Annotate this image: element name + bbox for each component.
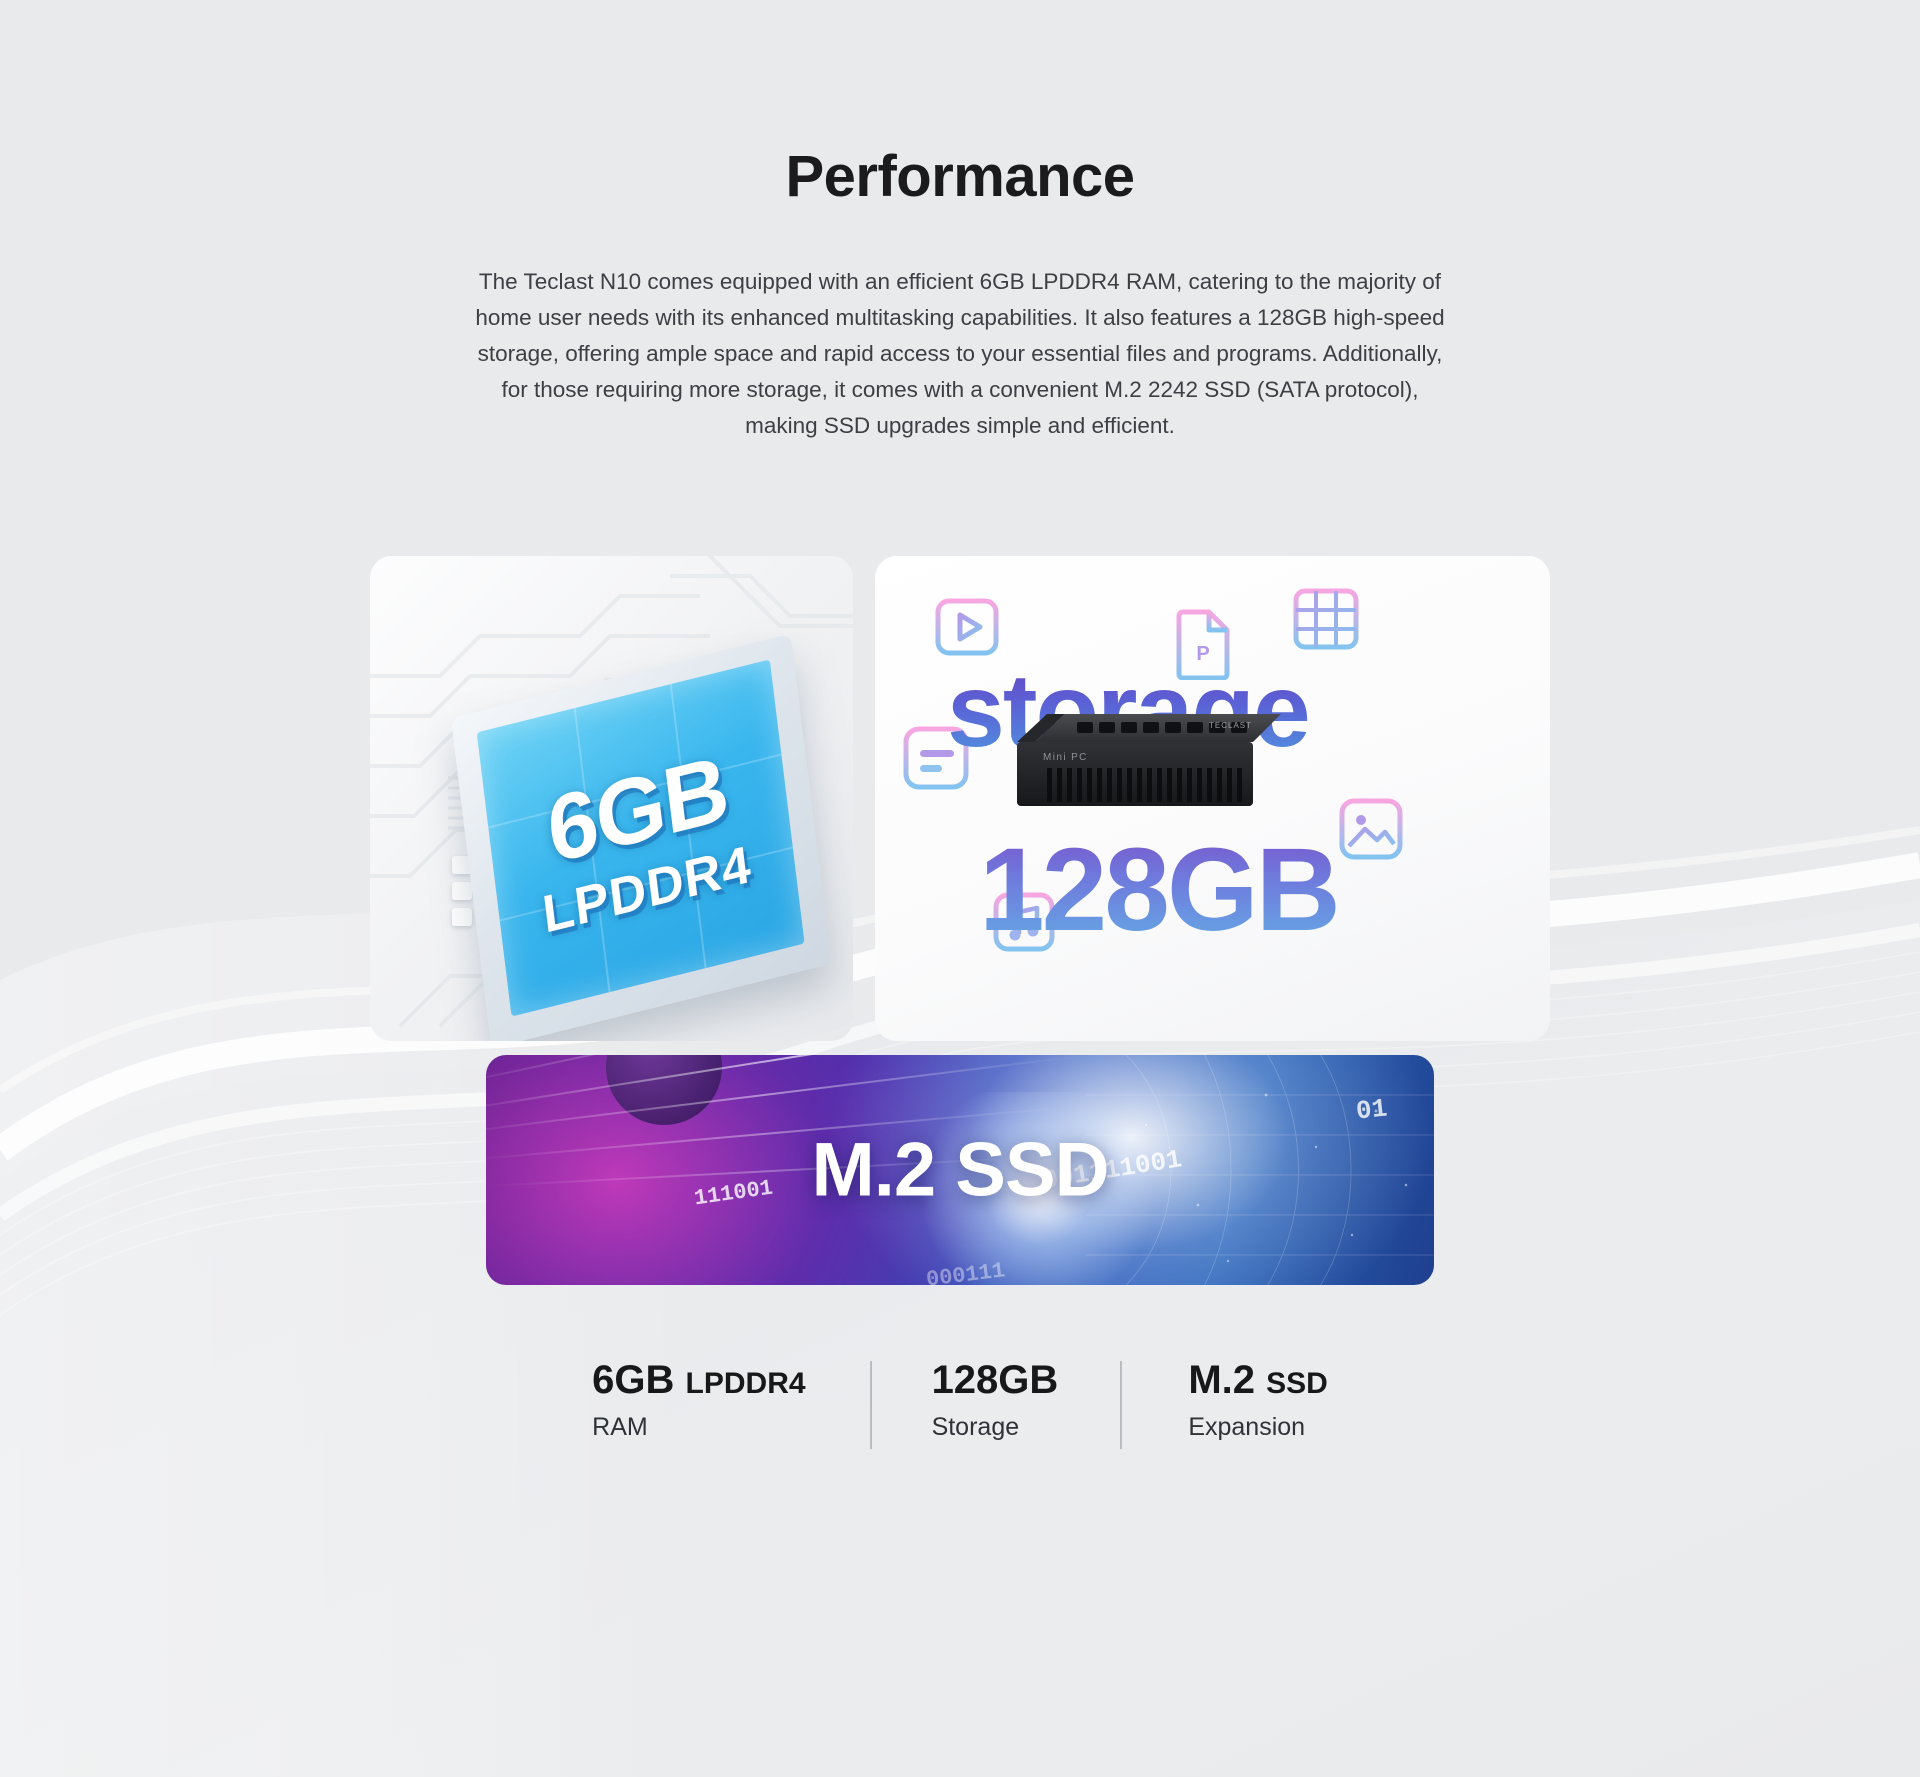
spec-value-unit: SSD [1266,1367,1328,1400]
spec-item-storage: 128GB Storage [872,1357,1121,1442]
brand-label: TECLAST [1209,721,1252,730]
spec-value-number: 128GB [931,1358,1059,1402]
ssd-banner-title: M.2 SSD [811,1127,1109,1213]
solder-pad [452,882,472,900]
mini-pc-device: Mini PC TECLAST [1017,714,1281,806]
section-description: The Teclast N10 comes equipped with an e… [475,269,1445,438]
spec-value-number: 6GB [592,1358,675,1402]
text-lines-icon [903,726,969,790]
video-player-icon [935,598,999,656]
spec-label: Expansion [1188,1413,1306,1441]
solder-pad [452,908,472,926]
spec-label: Storage [931,1413,1020,1441]
ram-feature-card: 6GB LPDDR4 [370,556,853,1041]
feature-cards: 6GB LPDDR4 [370,556,1550,1285]
ssd-banner: 111001 001111001 01 000111 M.2 SSD [486,1055,1434,1285]
spec-value-number: M.2 [1188,1358,1255,1402]
page-title: Performance [785,144,1135,209]
image-photo-icon [1339,798,1403,860]
mini-pc-label: Mini PC [1043,752,1088,763]
spec-value-unit: LPDDR4 [685,1367,806,1400]
spec-value: 6GB LPDDR4 [592,1357,805,1403]
spec-label: RAM [592,1413,648,1441]
spec-item-ram: 6GB LPDDR4 RAM [592,1357,869,1442]
section-header: Performance The Teclast N10 comes equipp… [0,0,1920,444]
storage-feature-card: P [875,556,1550,1041]
storage-capacity-text: 128GB [979,824,1341,956]
spec-value: 128GB [932,1357,1059,1403]
svg-text:P: P [1196,643,1209,665]
spec-summary-row: 6GB LPDDR4 RAM 128GB Storage M.2 SSD Exp… [0,1357,1920,1449]
spec-item-expansion: M.2 SSD Expansion [1122,1357,1328,1442]
spreadsheet-grid-icon [1293,588,1359,650]
spec-value: M.2 SSD [1188,1357,1328,1403]
binary-text: 01 [1354,1093,1389,1127]
performance-section: Performance The Teclast N10 comes equipp… [0,0,1920,1449]
feature-cards-top-row: 6GB LPDDR4 [370,556,1550,1041]
document-icon: P [1175,608,1233,680]
